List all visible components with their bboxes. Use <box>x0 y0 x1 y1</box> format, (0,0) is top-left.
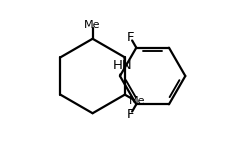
Text: HN: HN <box>113 59 132 73</box>
Text: F: F <box>127 31 134 44</box>
Text: Me: Me <box>84 20 101 30</box>
Text: Me: Me <box>128 97 145 106</box>
Text: F: F <box>127 108 134 121</box>
